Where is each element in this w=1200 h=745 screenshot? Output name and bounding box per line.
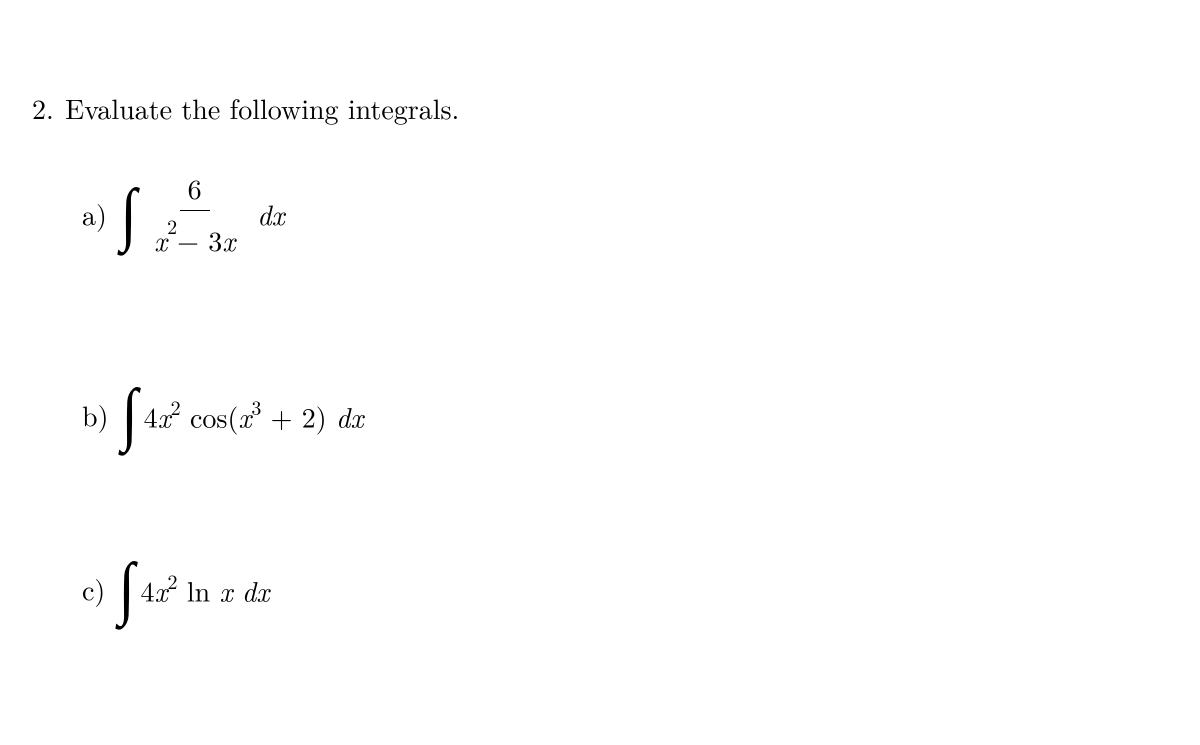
part-c-expression: 4x2 ln x dx (141, 568, 270, 610)
problem-header: 2. Evaluate the following integrals. (32, 88, 459, 128)
part-a-denominator: x2 − 3x (146, 211, 243, 260)
integral-sign-icon: ∫ (120, 190, 136, 239)
part-a-fraction: 6 x2 − 3x (146, 168, 243, 260)
problem-content: 2. Evaluate the following integrals. a) … (32, 88, 459, 613)
part-c-label: c) (82, 569, 105, 609)
part-a-numerator: 6 (180, 168, 210, 211)
part-b-expression: 4x2 cos(x3 + 2) dx (144, 394, 364, 436)
problem-number: 2. (32, 88, 54, 128)
integral-sign-icon: ∫ (119, 564, 135, 613)
part-b-integrand: ∫ 4x2 cos(x3 + 2) dx (120, 390, 363, 439)
part-c-integrand: ∫ 4x2 ln x dx (117, 564, 269, 613)
part-c: c) ∫ 4x2 ln x dx (82, 564, 459, 613)
problem-text: Evaluate the following integrals. (65, 88, 459, 128)
part-a-dx: dx (257, 194, 284, 234)
part-b: b) ∫ 4x2 cos(x3 + 2) dx (82, 390, 459, 439)
part-a-integrand: ∫ 6 x2 − 3x dx (119, 168, 285, 260)
part-a-label: a) (82, 194, 107, 234)
part-b-label: b) (82, 395, 108, 435)
parts-list: a) ∫ 6 x2 − 3x dx b) ∫ 4x2 cos(x (82, 168, 459, 613)
integral-sign-icon: ∫ (122, 390, 138, 439)
part-a: a) ∫ 6 x2 − 3x dx (82, 168, 459, 260)
